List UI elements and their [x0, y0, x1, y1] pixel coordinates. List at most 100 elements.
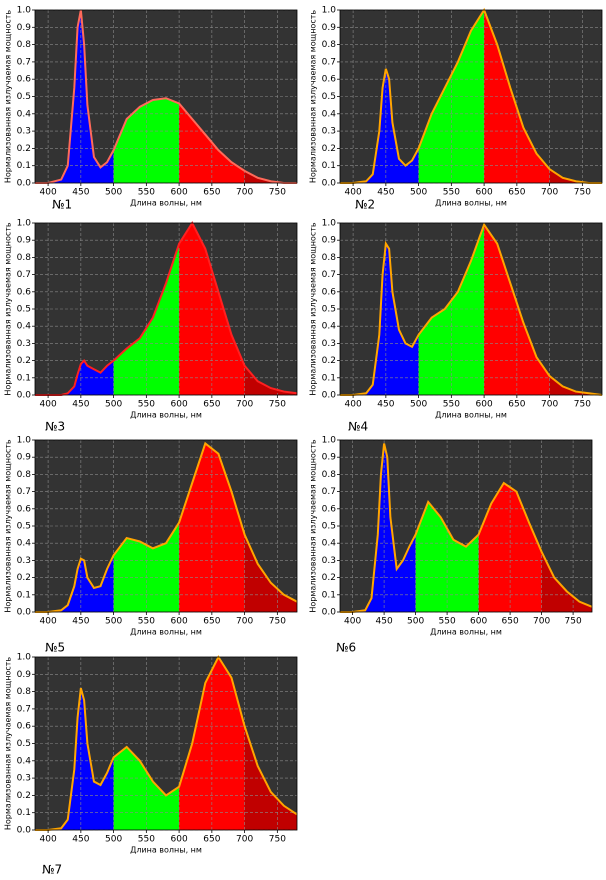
x-tick-label: 500 [105, 835, 122, 845]
x-tick-label: 500 [105, 617, 122, 627]
x-tick-label: 550 [443, 188, 460, 198]
y-tick-label: 0.3 [17, 774, 31, 784]
x-tick-label: 700 [236, 400, 253, 410]
y-tick-label: 0.4 [17, 322, 32, 332]
y-tick-label: 0.2 [17, 573, 31, 583]
x-tick-label: 550 [138, 617, 155, 627]
chart-label: №1 [52, 198, 72, 212]
chart-label: №6 [336, 641, 356, 655]
y-tick-label: 0.2 [17, 356, 31, 366]
y-tick-label: 0.1 [322, 161, 336, 171]
y-tick-label: 0.0 [322, 608, 337, 618]
y-tick-label: 0.7 [17, 57, 31, 67]
x-tick-label: 450 [376, 617, 393, 627]
y-tick-label: 0.5 [322, 522, 336, 532]
spectrum-line [340, 7, 602, 184]
x-axis-label: Длина волны, нм [130, 628, 202, 637]
x-tick-label: 750 [269, 617, 286, 627]
y-tick-label: 0.6 [17, 722, 32, 732]
band-fill [244, 365, 297, 395]
y-tick-label: 0.5 [322, 92, 336, 102]
x-tick-label: 750 [269, 188, 286, 198]
y-tick-label: 0.3 [322, 556, 336, 566]
x-tick-label: 750 [574, 400, 591, 410]
x-tick-label: 700 [541, 400, 558, 410]
y-tick-label: 0.0 [17, 391, 32, 401]
y-tick-label: 0.8 [17, 470, 32, 480]
spectrum-line [340, 443, 593, 613]
x-tick-label: 550 [138, 188, 155, 198]
y-axis-label: Нормализованная излучаемая мощность [4, 10, 13, 184]
x-tick-label: 700 [533, 617, 550, 627]
band-fill [244, 170, 297, 183]
y-tick-label: 0.5 [322, 305, 336, 315]
y-tick-label: 0.2 [17, 144, 31, 154]
x-tick-label: 700 [541, 188, 558, 198]
x-tick-label: 450 [377, 188, 394, 198]
y-tick-label: 0.5 [17, 305, 31, 315]
x-tick-label: 750 [269, 400, 286, 410]
x-tick-label: 600 [476, 188, 493, 198]
x-tick-label: 600 [171, 400, 188, 410]
x-tick-label: 650 [508, 188, 525, 198]
x-axis-label: Длина волны, нм [130, 411, 202, 420]
chart-panel: 400 450 500 550 600 650 700 750 0.0 0.1 0.2 0.3 0.4 0… [309, 436, 593, 655]
x-tick-label: 550 [138, 400, 155, 410]
y-tick-label: 0.9 [17, 453, 32, 463]
y-tick-label: 0.4 [322, 322, 337, 332]
x-tick-label: 500 [410, 188, 427, 198]
chart-panel: 400 450 500 550 600 650 700 750 0.0 0.1 0.2 0.3 0.4 0… [4, 436, 298, 655]
y-tick-label: 0.1 [322, 590, 336, 600]
y-tick-label: 0.8 [17, 253, 32, 263]
x-tick-label: 600 [171, 188, 188, 198]
x-tick-label: 450 [377, 400, 394, 410]
x-tick-label: 650 [203, 835, 220, 845]
x-tick-label: 400 [345, 188, 362, 198]
x-tick-label: 400 [40, 400, 57, 410]
spectrum-line [35, 654, 298, 831]
x-tick-label: 450 [72, 617, 89, 627]
x-tick-label: 600 [171, 835, 188, 845]
y-tick-label: 0.5 [17, 522, 31, 532]
y-tick-label: 0.6 [322, 504, 337, 514]
y-axis-label: Нормализованная излучаемая мощность [4, 657, 13, 831]
y-tick-label: 0.3 [322, 127, 336, 137]
x-tick-label: 400 [40, 188, 57, 198]
y-tick-label: 0.8 [322, 253, 337, 263]
x-tick-label: 600 [470, 617, 487, 627]
x-tick-label: 700 [236, 188, 253, 198]
x-axis-label: Длина волны, нм [435, 411, 507, 420]
band-fill [244, 534, 297, 612]
y-tick-label: 0.7 [17, 487, 31, 497]
band-fill [340, 243, 419, 395]
x-tick-label: 550 [443, 400, 460, 410]
y-tick-label: 0.1 [17, 808, 31, 818]
chart-label: №4 [348, 420, 368, 434]
y-tick-label: 0.6 [17, 504, 32, 514]
y-tick-label: 0.2 [322, 356, 336, 366]
y-tick-label: 0.9 [322, 236, 337, 246]
y-tick-label: 0.7 [322, 57, 336, 67]
x-tick-label: 550 [138, 835, 155, 845]
y-tick-label: 0.9 [17, 670, 32, 680]
y-tick-label: 1.0 [322, 436, 337, 446]
x-tick-label: 750 [574, 188, 591, 198]
band-fill [113, 243, 180, 395]
y-tick-label: 0.3 [17, 556, 31, 566]
y-tick-label: 0.3 [17, 127, 31, 137]
y-tick-label: 1.0 [17, 219, 32, 229]
y-axis-label: Нормализованная излучаемая мощность [309, 222, 318, 396]
chart-panel: 400 450 500 550 600 650 700 750 0.0 0.1 0.2 0.3 0.4 0… [4, 219, 298, 434]
y-tick-label: 0.9 [322, 453, 337, 463]
x-tick-label: 550 [439, 617, 456, 627]
band-fill [484, 10, 550, 183]
x-tick-label: 400 [40, 617, 57, 627]
y-tick-label: 1.0 [17, 6, 32, 16]
x-tick-label: 500 [105, 400, 122, 410]
y-axis-label: Нормализованная излучаемая мощность [309, 10, 318, 184]
x-tick-label: 750 [565, 617, 582, 627]
y-tick-label: 0.9 [17, 236, 32, 246]
y-tick-label: 0.0 [17, 826, 32, 836]
chart-label: №7 [42, 863, 62, 877]
